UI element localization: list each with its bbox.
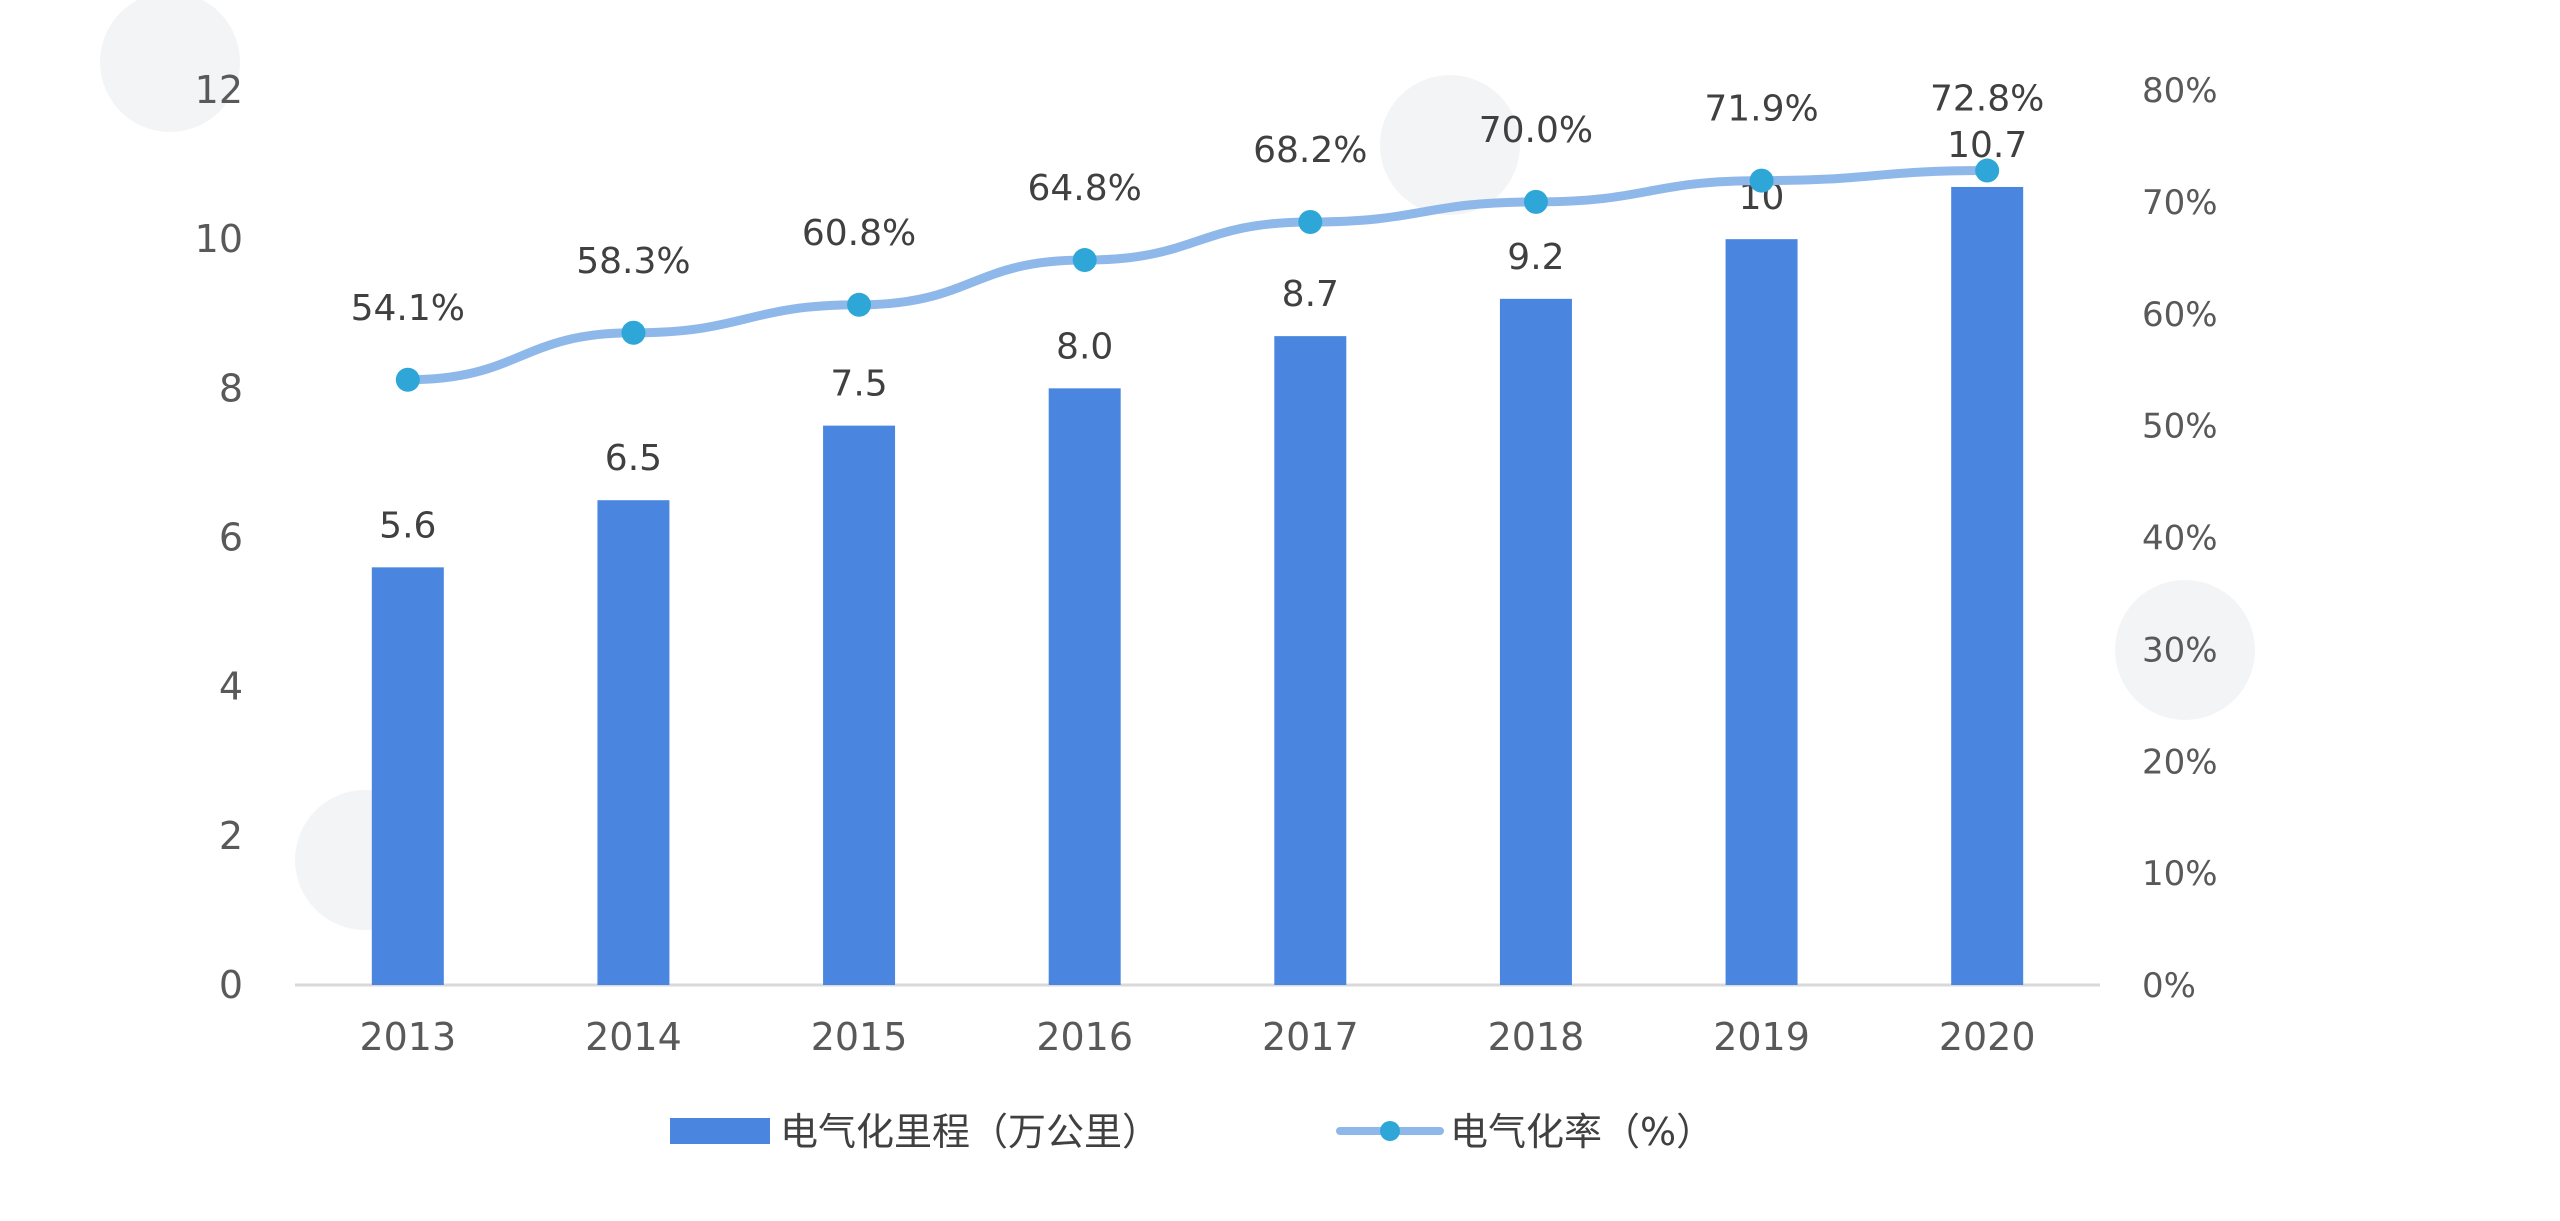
line-layer [395, 158, 2000, 392]
y-right-tick-label: 60% [2142, 295, 2218, 335]
bar [1048, 388, 1121, 985]
y-right-tick-label: 80% [2142, 71, 2218, 111]
x-tick-label: 2017 [1262, 1015, 1359, 1059]
y-left-tick-label: 12 [195, 68, 243, 112]
bar-data-label: 7.5 [830, 364, 887, 405]
legend-label-bar: 电气化里程（万公里） [780, 1110, 1160, 1154]
bar-data-label: 8.0 [1056, 326, 1113, 367]
y-right-tick-label: 70% [2142, 183, 2218, 223]
x-tick-label: 2014 [585, 1015, 682, 1059]
y-right-tick-label: 10% [2142, 854, 2218, 894]
x-tick-label: 2015 [811, 1015, 908, 1059]
line-point [1072, 248, 1097, 273]
watermark-logo-right [2115, 580, 2255, 720]
bar [1499, 298, 1572, 985]
y-right-tick-label: 30% [2142, 630, 2218, 670]
y-left-tick-label: 2 [219, 814, 243, 858]
bar [597, 500, 670, 985]
y-left-tick-label: 6 [219, 516, 243, 560]
bar [1951, 186, 2024, 986]
x-tick-label: 2013 [359, 1015, 456, 1059]
line-data-label: 71.9% [1704, 89, 1818, 130]
x-tick-label: 2018 [1488, 1015, 1585, 1059]
line-series-path [403, 166, 1992, 385]
line-data-label: 72.8% [1930, 79, 2044, 120]
watermark-logo-top-center [1380, 75, 1520, 215]
y-left-tick-label: 10 [195, 217, 243, 261]
line-point [847, 292, 872, 317]
line-point [1523, 189, 1548, 214]
bar [371, 567, 444, 985]
bar-data-label: 9.2 [1507, 237, 1564, 278]
legend-label-line: 电气化率（%） [1450, 1110, 1714, 1154]
bars-layer [371, 186, 2024, 986]
watermark-logo-top-left [100, 0, 240, 132]
line-labels-layer: 54.1% 58.3% 60.8% 64.8% 68.2% 70.0% 71.9% 72.8% [351, 79, 2045, 329]
y-right-tick-label: 50% [2142, 407, 2218, 447]
line-data-label: 68.2% [1253, 130, 1367, 171]
bar-data-label: 5.6 [379, 505, 436, 546]
line-data-label: 54.1% [351, 288, 465, 329]
y-left-tick-label: 8 [219, 366, 243, 410]
line-point [395, 367, 420, 392]
line-data-label: 70.0% [1479, 110, 1593, 151]
line-point [621, 320, 646, 345]
line-data-label: 60.8% [802, 213, 916, 254]
y-left-tick-label: 4 [219, 665, 243, 709]
line-data-label: 58.3% [576, 241, 690, 282]
x-tick-label: 2019 [1713, 1015, 1810, 1059]
line-point [1749, 168, 1774, 193]
line-point [1298, 210, 1323, 235]
x-tick-label: 2016 [1036, 1015, 1133, 1059]
legend-swatch-bar [670, 1118, 770, 1144]
legend-swatch-marker [1380, 1121, 1400, 1141]
y-left-tick-label: 0 [219, 963, 243, 1007]
bar-data-label: 6.5 [605, 438, 662, 479]
bar-data-label: 8.7 [1282, 274, 1339, 315]
x-tick-label: 2020 [1939, 1015, 2036, 1059]
bar [1274, 336, 1347, 985]
line-point [1975, 158, 2000, 183]
line-data-label: 64.8% [1028, 168, 1142, 209]
bar [823, 425, 896, 985]
y-right-tick-label: 40% [2142, 519, 2218, 559]
bar [1725, 239, 1798, 985]
y-right-tick-label: 0% [2142, 966, 2196, 1006]
y-right-tick-label: 20% [2142, 742, 2218, 782]
legend: 电气化里程（万公里） 电气化率（%） [670, 1110, 1714, 1154]
axis-layer: 0 2 4 6 8 10 12 0% 10% 20% 30% 40% 50% 60% 70% 80% 2013 2… [195, 68, 2218, 1059]
